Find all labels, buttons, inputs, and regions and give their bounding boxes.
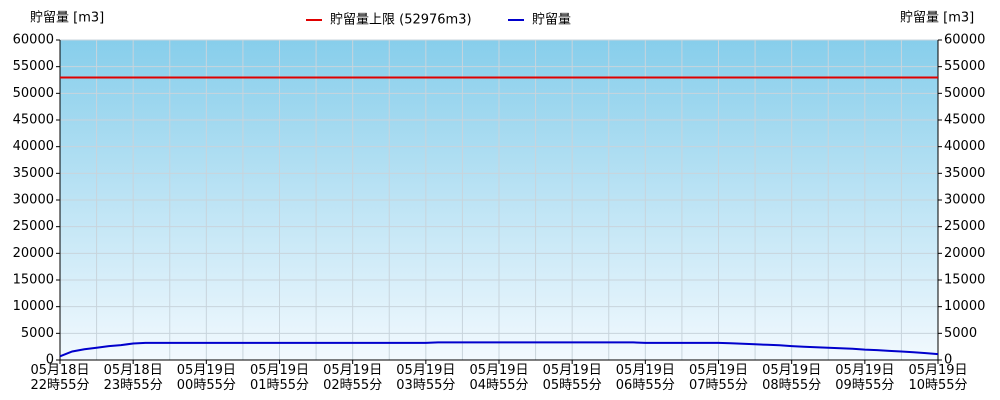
x-tick-label: 05月19日 02時55分 <box>323 363 383 393</box>
x-tick-label: 05月19日 10時55分 <box>908 363 968 393</box>
x-tick-label: 05月19日 01時55分 <box>249 363 310 393</box>
y-tick-label: 60000 <box>13 33 54 48</box>
x-tick-label: 05月18日 23時55分 <box>103 363 163 393</box>
y2-tick-label: 15000 <box>944 273 985 288</box>
y2-tick-label: 45000 <box>944 113 985 128</box>
x-tick-label: 05月19日 03時55分 <box>396 363 456 393</box>
x-tick-label: 05月19日 05時55分 <box>542 363 602 393</box>
y-tick-label: 30000 <box>13 193 54 208</box>
y2-tick-label: 50000 <box>944 86 985 101</box>
y2-tick-label: 30000 <box>944 193 985 208</box>
y-axis-title: 貯留量 [m3] <box>30 11 104 26</box>
y-tick-label: 45000 <box>13 113 54 128</box>
y2-tick-label: 20000 <box>944 246 985 261</box>
y-tick-label: 0 <box>46 353 54 368</box>
legend-label: 貯留量 <box>532 13 571 28</box>
y2-tick-label: 10000 <box>944 299 985 314</box>
y-tick-label: 35000 <box>13 166 54 181</box>
x-tick-label: 05月19日 09時55分 <box>835 363 895 393</box>
y2-tick-label: 40000 <box>944 139 985 154</box>
y-tick-label: 10000 <box>13 299 54 314</box>
x-tick-label: 05月19日 00時55分 <box>176 363 236 393</box>
x-tick-label: 05月19日 07時55分 <box>688 363 749 393</box>
x-tick-label: 05月19日 08時55分 <box>762 363 822 393</box>
y-tick-label: 20000 <box>13 246 54 261</box>
y2-tick-label: 25000 <box>944 219 985 234</box>
x-tick-label: 05月18日 22時55分 <box>30 363 90 393</box>
y2-tick-label: 60000 <box>944 33 985 48</box>
y-tick-label: 55000 <box>13 59 54 74</box>
legend-label: 貯留量上限 (52976m3) <box>330 13 472 28</box>
y-tick-label: 50000 <box>13 86 54 101</box>
y2-tick-label: 55000 <box>944 59 985 74</box>
x-tick-label: 05月19日 06時55分 <box>615 363 675 393</box>
x-tick-label: 05月19日 04時55分 <box>469 363 529 393</box>
y-tick-label: 5000 <box>21 326 54 341</box>
y2-tick-label: 35000 <box>944 166 985 181</box>
y-tick-label: 40000 <box>13 139 54 154</box>
y-tick-label: 15000 <box>13 273 54 288</box>
y-tick-label: 25000 <box>13 219 54 234</box>
series-line <box>59 341 939 358</box>
y2-axis-title: 貯留量 [m3] <box>900 11 974 26</box>
y2-tick-label: 0 <box>944 353 952 368</box>
y2-tick-label: 5000 <box>944 326 977 341</box>
